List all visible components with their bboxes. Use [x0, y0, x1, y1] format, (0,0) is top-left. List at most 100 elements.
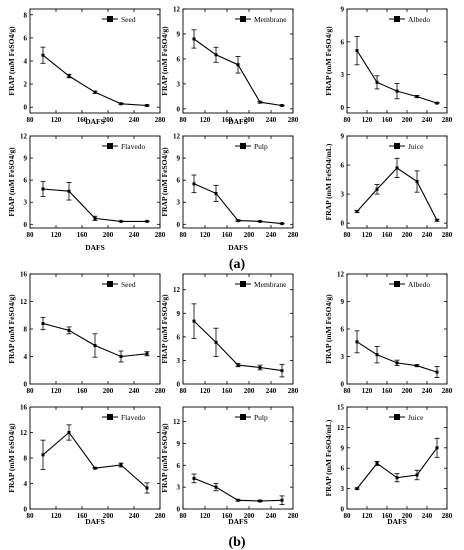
y-tick-label: 0 [341, 220, 345, 228]
legend-label: Flavedo [121, 142, 145, 151]
x-axis-label: DAFS [228, 517, 248, 526]
legend-label: Pulp [254, 413, 268, 422]
legend-label: Membrane [254, 15, 287, 24]
x-tick-label: 200 [244, 387, 255, 395]
data-point [192, 182, 196, 186]
x-tick-label: 160 [77, 512, 88, 520]
y-tick-label: 0 [24, 506, 28, 514]
data-point [41, 453, 45, 457]
y-tick-label: 0 [177, 105, 181, 113]
y-axis-label: FRAP (mM FeSO4/mL) [324, 143, 333, 220]
x-tick-label: 120 [51, 387, 62, 395]
y-axis-label: FRAP (mM FeSO4/g) [160, 294, 169, 364]
y-tick-label: 6 [177, 333, 181, 341]
y-tick-label: 0 [341, 381, 345, 389]
chart-b-4: 80 120 160 200 240 280 0 4 8 12 16 DAFS FRAP (mM FeS… [7, 404, 166, 527]
data-point [41, 322, 45, 325]
data-point [280, 498, 284, 502]
x-tick-label: 160 [382, 231, 393, 239]
y-tick-label: 0 [24, 104, 28, 112]
data-point [93, 344, 97, 347]
y-tick-label: 3 [341, 71, 345, 79]
data-point [67, 189, 71, 193]
chart-a-3: 80 120 160 200 240 280 0 3 6 9 FRAP (mM FeSO4/g) Al… [324, 6, 453, 125]
y-tick-label: 3 [177, 199, 181, 207]
chart-b-1: 80 120 160 200 240 280 0 4 8 12 16 FRAP (mM FeSO4/g… [7, 271, 166, 396]
data-point [67, 328, 71, 332]
y-tick-label: 12 [20, 298, 28, 306]
y-axis-label: FRAP (mM FeSO4/g) [324, 26, 333, 96]
x-tick-label: 120 [51, 116, 62, 124]
chart-a-1: 80 120 160 200 240 280 0 2 4 6 8 DAFS FRAP (mM FeSO4… [7, 8, 166, 126]
x-tick-label: 280 [288, 512, 299, 520]
x-tick-label: 280 [288, 231, 299, 239]
x-tick-label: 200 [244, 512, 255, 520]
y-tick-label: 0 [177, 381, 181, 389]
y-axis-label: FRAP (mM FeSO4/g) [7, 294, 16, 364]
data-point [192, 37, 196, 41]
y-tick-label: 12 [173, 133, 181, 141]
data-point [280, 104, 284, 108]
y-tick-label: 12 [337, 424, 345, 432]
data-point [214, 53, 218, 57]
plot-frame [346, 8, 448, 114]
x-tick-label: 160 [222, 231, 233, 239]
x-tick-label: 200 [103, 231, 114, 239]
data-point [145, 486, 149, 490]
x-tick-label: 160 [222, 116, 233, 124]
data-point [41, 187, 45, 191]
x-tick-label: 240 [266, 231, 277, 239]
legend-marker [240, 16, 246, 22]
x-tick-label: 160 [382, 116, 393, 124]
y-tick-label: 4 [24, 480, 28, 488]
data-point [214, 340, 218, 344]
y-tick-label: 15 [337, 404, 345, 412]
data-point [67, 431, 71, 434]
x-tick-label: 280 [442, 231, 453, 239]
y-tick-label: 9 [341, 444, 345, 452]
x-tick-label: 80 [180, 231, 188, 239]
y-tick-label: 3 [177, 484, 181, 492]
data-point [145, 352, 149, 356]
x-tick-label: 120 [200, 116, 211, 124]
data-point [258, 219, 262, 223]
data-point [355, 487, 359, 491]
y-tick-label: 12 [20, 133, 28, 141]
data-point [435, 370, 439, 374]
plot-frame [29, 406, 161, 510]
data-point [355, 340, 359, 344]
series-line [193, 477, 283, 502]
data-point [375, 353, 379, 357]
data-point [119, 102, 123, 106]
legend-marker [394, 414, 400, 420]
y-tick-label: 4 [24, 353, 28, 361]
x-tick-label: 280 [155, 387, 166, 395]
series-line [42, 54, 148, 107]
data-point [415, 473, 419, 477]
x-tick-label: 280 [442, 512, 453, 520]
plot-frame [29, 273, 161, 385]
x-tick-label: 200 [244, 116, 255, 124]
y-tick-label: 16 [20, 404, 28, 412]
plot-frame [182, 273, 294, 385]
data-point [119, 463, 123, 467]
x-axis-label: DAFS [85, 243, 105, 252]
plot-frame [182, 8, 294, 114]
data-point [236, 63, 240, 67]
plot-frame [346, 135, 448, 229]
data-point [375, 461, 379, 465]
series-line [356, 447, 438, 489]
legend-label: Seed [121, 280, 136, 289]
x-tick-label: 280 [155, 116, 166, 124]
y-tick-label: 2 [24, 81, 28, 89]
data-point [435, 218, 439, 222]
legend-label: Pulp [254, 142, 268, 151]
data-point [214, 485, 218, 489]
chart-a-5: 80 120 160 200 240 280 0 3 6 9 12 DAFS FRAP (mM FeSO… [160, 133, 299, 253]
chart-a-2: 80 120 160 200 240 280 0 3 6 9 12 DAFS FRAP (mM FeSO… [160, 6, 299, 127]
y-tick-label: 12 [173, 418, 181, 426]
legend-label: Membrane [254, 280, 287, 289]
data-point [236, 219, 240, 223]
plot-frame [182, 135, 294, 229]
x-tick-label: 120 [200, 231, 211, 239]
